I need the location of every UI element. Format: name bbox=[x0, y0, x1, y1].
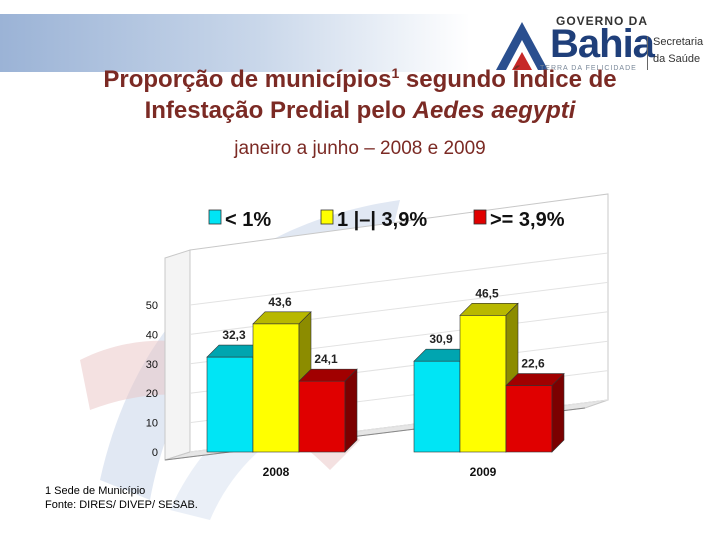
footnote-text: 1 Sede de Município bbox=[45, 485, 146, 497]
legend-item-0: < 1% bbox=[208, 209, 271, 231]
legend: < 1% 1 |–| 3,9% >= 3,9% bbox=[208, 209, 565, 231]
bar-value-labels: 32,3 43,6 24,1 30,9 46,5 22,6 bbox=[222, 286, 545, 370]
y-tick-label: 10 bbox=[146, 418, 158, 430]
logo-saude-text: da Saúde bbox=[653, 53, 701, 65]
bar-value-label: 30,9 bbox=[429, 332, 453, 346]
legend-label: < 1% bbox=[225, 209, 271, 231]
y-tick-label: 20 bbox=[146, 388, 158, 400]
logo-governo-text: GOVERNO DA bbox=[556, 14, 649, 28]
x-category-label: 2008 bbox=[263, 465, 290, 479]
logo-separator bbox=[647, 36, 648, 70]
bar-value-label: 43,6 bbox=[268, 295, 292, 309]
bar-front bbox=[459, 314, 507, 453]
title-species: Aedes aegypti bbox=[412, 97, 576, 124]
bars bbox=[206, 302, 565, 453]
x-category-label: 2009 bbox=[470, 465, 497, 479]
x-axis-categories: 2008 2009 bbox=[263, 465, 497, 479]
y-tick-label: 40 bbox=[146, 329, 158, 341]
legend-item-1: 1 |–| 3,9% bbox=[320, 209, 427, 231]
title-superscript: 1 bbox=[391, 65, 400, 81]
title-line-2: Infestação Predial pelo bbox=[144, 97, 413, 124]
bar-side bbox=[344, 368, 358, 453]
legend-label: 1 |–| 3,9% bbox=[337, 209, 427, 231]
bar-front bbox=[413, 360, 461, 453]
bar-front bbox=[252, 323, 300, 453]
bar-front bbox=[298, 380, 346, 453]
legend-swatch bbox=[320, 209, 334, 225]
bar-2009-series-2 bbox=[505, 372, 565, 453]
legend-swatch bbox=[208, 209, 222, 225]
bar-value-label: 24,1 bbox=[314, 352, 338, 366]
y-tick-label: 0 bbox=[152, 447, 158, 459]
y-axis-ticks: 0 10 20 30 40 50 bbox=[146, 300, 158, 459]
bar-side bbox=[551, 372, 565, 453]
gridline bbox=[189, 252, 609, 306]
legend-swatch bbox=[473, 209, 487, 225]
logo-bahia-text: Bahia bbox=[550, 22, 655, 66]
logo-tagline: TERRA DA FELICIDADE bbox=[540, 65, 637, 72]
legend-label: >= 3,9% bbox=[490, 209, 565, 231]
bar-value-label: 46,5 bbox=[475, 286, 499, 300]
chart-side-wall bbox=[164, 249, 191, 461]
bar-value-label: 22,6 bbox=[521, 357, 545, 371]
legend-item-2: >= 3,9% bbox=[473, 209, 565, 231]
chart-subtitle: janeiro a junho – 2008 e 2009 bbox=[234, 138, 486, 159]
bar-value-label: 32,3 bbox=[222, 328, 246, 342]
bar-2008-series-2 bbox=[298, 368, 358, 453]
source-text: Fonte: DIRES/ DIVEP/ SESAB. bbox=[45, 499, 198, 511]
governo-bahia-logo: GOVERNO DA Bahia Secretaria da Saúde TER… bbox=[492, 12, 717, 78]
page-title: Proporção de municípios1 segundo Índice … bbox=[0, 58, 720, 126]
logo-secretaria-text: Secretaria bbox=[653, 36, 704, 48]
title-part-1: Proporção de municípios bbox=[103, 66, 392, 93]
y-tick-label: 30 bbox=[146, 359, 158, 371]
title-part-2: segundo Índice de bbox=[399, 66, 617, 93]
bar-front bbox=[206, 356, 254, 453]
footnotes: 1 Sede de Município Fonte: DIRES/ DIVEP/… bbox=[45, 484, 198, 512]
header-band bbox=[0, 14, 470, 72]
y-tick-label: 50 bbox=[146, 300, 158, 312]
bar-front bbox=[505, 385, 553, 453]
bahia-logo-icon bbox=[496, 22, 548, 70]
